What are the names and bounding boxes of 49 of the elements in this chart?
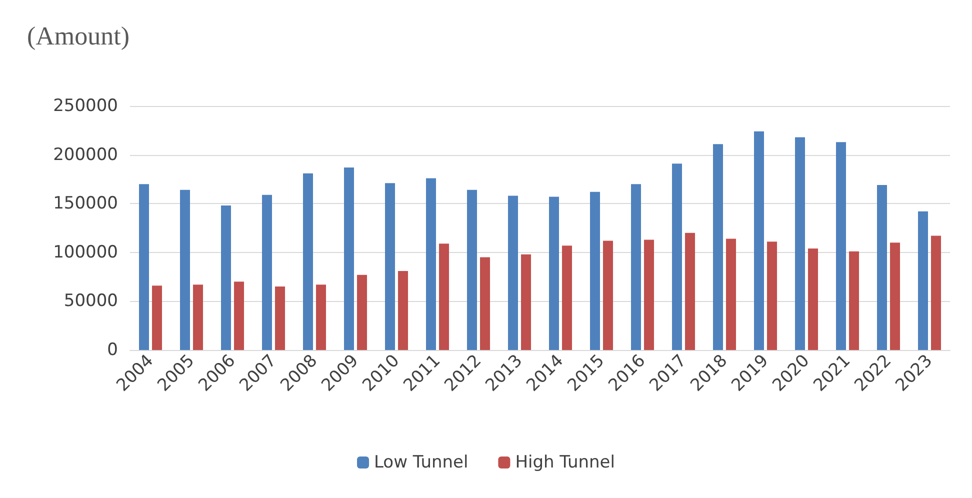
bar	[180, 190, 190, 350]
bar	[672, 164, 682, 350]
bar	[849, 251, 859, 350]
bar	[808, 248, 818, 350]
bar	[767, 242, 777, 350]
bar	[262, 194, 272, 350]
bar	[385, 183, 395, 350]
bar	[603, 240, 613, 350]
bar	[931, 236, 941, 350]
y-tick-label: 150000	[53, 194, 118, 214]
bar	[426, 178, 436, 350]
bar	[316, 284, 326, 350]
bar	[139, 184, 149, 350]
bar	[357, 274, 367, 350]
bar	[890, 242, 900, 350]
bar	[644, 240, 654, 350]
bar	[152, 286, 162, 350]
bar	[795, 137, 805, 350]
y-axis-title: (Amount)	[27, 22, 130, 50]
bar	[221, 206, 231, 350]
bar	[193, 284, 203, 350]
bar	[754, 131, 764, 350]
bar	[508, 196, 518, 350]
legend-label: High Tunnel	[515, 452, 615, 472]
bar	[631, 184, 641, 350]
y-tick-label: 200000	[53, 144, 118, 165]
bar	[549, 196, 559, 350]
bar	[521, 254, 531, 350]
y-tick-label: 50000	[64, 291, 118, 312]
bar	[918, 211, 928, 350]
bar	[590, 192, 600, 350]
bar	[303, 173, 313, 350]
y-tick-label: 100000	[53, 242, 118, 262]
bar	[275, 286, 285, 350]
bar	[480, 257, 490, 350]
bar	[685, 232, 695, 350]
bar	[398, 270, 408, 350]
bar	[234, 282, 244, 350]
bar	[562, 246, 572, 350]
y-tick-label: 0	[107, 340, 118, 360]
y-tick-label: 250000	[53, 96, 118, 116]
bar	[467, 190, 477, 350]
bar	[877, 185, 887, 350]
bar	[836, 142, 846, 350]
legend-label: Low Tunnel	[374, 452, 468, 472]
bar	[726, 238, 736, 350]
bar	[344, 167, 354, 350]
bar	[713, 144, 723, 350]
bar	[439, 244, 449, 350]
